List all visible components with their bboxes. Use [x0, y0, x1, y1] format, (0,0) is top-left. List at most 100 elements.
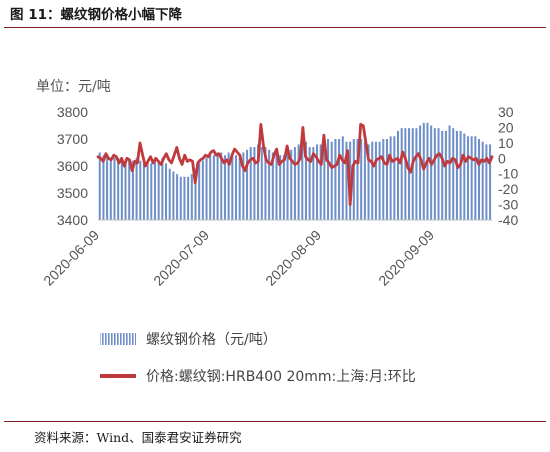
bar	[389, 136, 392, 220]
bar	[117, 157, 120, 220]
bar	[334, 139, 337, 220]
y-right-tick-label: 30	[498, 104, 514, 120]
bar	[227, 152, 230, 220]
bar	[378, 141, 381, 220]
bar	[120, 157, 123, 220]
bar	[455, 130, 458, 220]
bar	[242, 152, 245, 220]
bar	[437, 128, 440, 220]
bar	[304, 141, 307, 220]
x-tick-label: 2020-09-09	[375, 227, 437, 289]
bar	[234, 155, 238, 220]
bar	[179, 176, 182, 220]
bar	[194, 168, 197, 220]
bar	[466, 136, 469, 220]
bar	[360, 139, 363, 220]
bar	[489, 144, 492, 220]
bar	[444, 130, 447, 220]
bar	[312, 147, 315, 220]
bar	[124, 160, 127, 220]
x-tick-label: 2020-07-09	[150, 227, 212, 289]
bar	[478, 139, 481, 220]
bar	[426, 122, 429, 220]
bar	[260, 147, 263, 220]
legend-label-line: 价格:螺纹钢:HRB400 20mm:上海:月:环比	[146, 369, 416, 385]
y-right-tick-label: 10	[498, 135, 514, 151]
bar	[168, 168, 171, 220]
unit-label: 单位：元/吨	[36, 79, 111, 95]
bar	[268, 149, 271, 220]
bar	[345, 141, 348, 220]
bar	[459, 130, 462, 220]
bar	[352, 139, 355, 220]
bar	[315, 144, 319, 220]
legend-label-bar: 螺纹钢价格（元/吨）	[146, 332, 277, 348]
chart: 单位：元/吨 3800 3700 3600 3500 3400 3020100-10-2…	[36, 79, 518, 385]
line-series	[96, 122, 494, 206]
bar	[448, 125, 451, 220]
bar	[382, 139, 385, 220]
bar	[209, 155, 212, 220]
bar	[128, 160, 131, 220]
bar	[452, 128, 455, 220]
bar	[264, 147, 267, 220]
bar	[411, 128, 414, 220]
source-note: 资料来源：Wind、国泰君安证券研究	[34, 430, 242, 445]
bar	[415, 128, 418, 220]
bar	[216, 152, 219, 220]
y-left-tick-label: 3800	[57, 104, 88, 120]
bar	[139, 160, 142, 220]
bar	[205, 157, 208, 220]
bar	[176, 174, 179, 220]
bar	[367, 144, 370, 220]
bar	[282, 155, 285, 220]
bar	[408, 128, 411, 220]
bar	[371, 141, 374, 220]
x-tick-label: 2020-06-09	[40, 227, 102, 289]
x-tick-label: 2020-08-09	[262, 227, 324, 289]
bar	[363, 141, 366, 220]
figure-title: 图 11：螺纹钢价格小幅下降	[10, 7, 182, 23]
bar	[323, 141, 326, 220]
bar	[327, 139, 330, 220]
bar	[161, 157, 164, 220]
bar	[481, 141, 484, 220]
bar	[223, 155, 226, 220]
legend: 螺纹钢价格（元/吨） 价格:螺纹钢:HRB400 20mm:上海:月:环比	[100, 332, 416, 385]
bar	[330, 141, 333, 220]
bar	[297, 144, 300, 220]
bar	[98, 152, 101, 220]
bar	[190, 174, 193, 220]
bar	[102, 155, 105, 220]
bar	[238, 157, 241, 220]
bar	[385, 139, 388, 220]
bar	[212, 155, 215, 220]
bar	[198, 163, 201, 220]
bar	[201, 160, 204, 220]
bar	[187, 176, 190, 220]
top-rule	[4, 27, 546, 28]
bar	[422, 122, 425, 220]
bar	[485, 144, 488, 220]
bar	[106, 155, 109, 220]
bar	[433, 128, 436, 220]
bar	[165, 163, 168, 220]
bar	[374, 141, 377, 220]
bar-series	[98, 122, 492, 220]
bar	[257, 144, 260, 220]
bar	[150, 163, 153, 220]
line-path	[96, 122, 494, 206]
bar	[109, 157, 112, 220]
y-axis-left: 3800 3700 3600 3500 3400	[57, 104, 88, 228]
bar	[286, 152, 289, 220]
bar	[131, 160, 134, 220]
bottom-rule	[4, 421, 546, 422]
bar	[441, 130, 444, 220]
y-right-tick-label: 0	[498, 150, 506, 166]
y-left-tick-label: 3700	[57, 131, 88, 147]
bar	[135, 157, 138, 220]
bar	[113, 157, 116, 220]
bar	[246, 149, 249, 220]
bar	[463, 133, 466, 220]
